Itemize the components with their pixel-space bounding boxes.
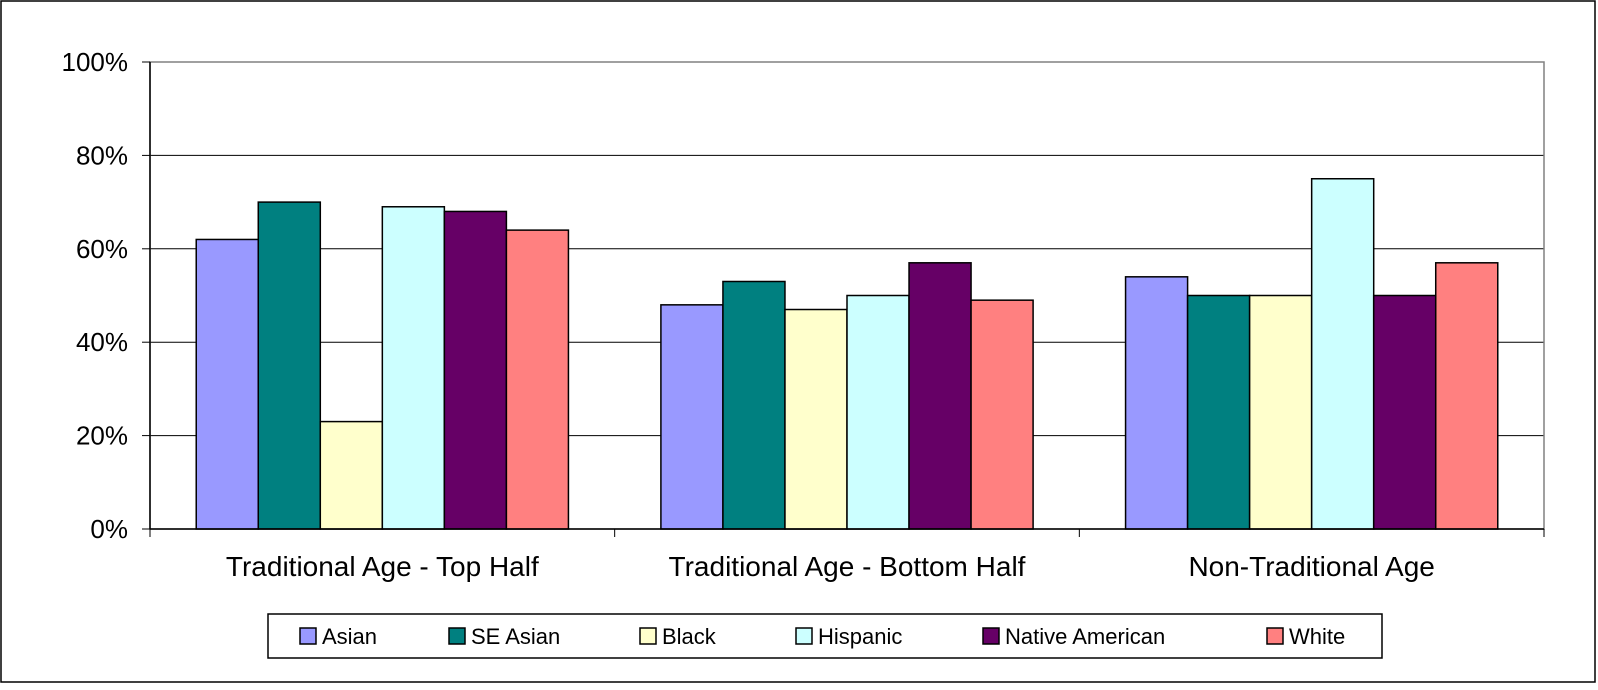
legend-label: Asian <box>322 624 377 649</box>
bar <box>784 308 848 530</box>
bar <box>1248 294 1313 530</box>
x-category-label: Traditional Age - Bottom Half <box>669 551 1026 582</box>
y-tick-label: 20% <box>76 421 128 451</box>
legend-label: Native American <box>1005 624 1165 649</box>
legend: Asian SE Asian Black Hispanic Native America… <box>267 613 1383 659</box>
y-tick-label: 100% <box>62 47 129 77</box>
bar <box>443 210 508 530</box>
bar <box>195 238 260 530</box>
bar <box>319 420 384 530</box>
legend-label: Black <box>662 624 717 649</box>
y-tick-label: 80% <box>76 140 128 170</box>
legend-swatch <box>639 627 657 645</box>
legend-swatch <box>1266 627 1284 645</box>
legend-swatch <box>795 627 813 645</box>
bar <box>722 280 786 530</box>
legend-swatch <box>982 627 1000 645</box>
bar <box>257 201 322 530</box>
bar <box>1310 178 1375 530</box>
legend-label: SE Asian <box>471 624 560 649</box>
legend-label: Hispanic <box>818 624 902 649</box>
y-tick-label: 40% <box>76 327 128 357</box>
y-tick-label: 60% <box>76 234 128 264</box>
bar <box>1372 294 1437 530</box>
axes: 0% 20% 40% 60% 80% 100% Traditional Age - Top … <box>62 47 1545 582</box>
legend-swatch <box>448 627 466 645</box>
bar <box>660 304 724 530</box>
legend-swatch <box>299 627 317 645</box>
bar <box>846 294 910 530</box>
bars <box>195 178 1499 530</box>
legend-label: White <box>1289 624 1345 649</box>
x-category-label: Non-Traditional Age <box>1188 551 1434 582</box>
bar <box>970 299 1034 530</box>
bar <box>381 206 446 530</box>
bar <box>1434 262 1499 530</box>
bar <box>1124 276 1189 530</box>
y-tick-label: 0% <box>90 514 128 544</box>
bar <box>908 262 972 530</box>
bar <box>505 229 570 530</box>
x-category-label: Traditional Age - Top Half <box>226 551 539 582</box>
bar <box>1186 294 1251 530</box>
